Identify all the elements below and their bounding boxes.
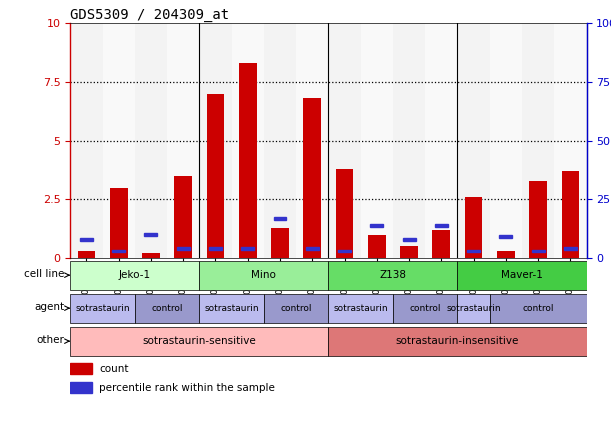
Bar (144, 233, 158, 236)
Bar (335, 169, 353, 258)
Bar (70, 363, 92, 374)
Bar (435, 224, 448, 227)
Bar (112, 250, 125, 253)
Text: percentile rank within the sample: percentile rank within the sample (100, 383, 275, 393)
Bar (458, 261, 587, 290)
Bar (207, 94, 224, 258)
Bar (271, 228, 289, 258)
Bar (329, 294, 393, 323)
Text: Jeko-1: Jeko-1 (119, 270, 151, 280)
Bar (142, 253, 160, 258)
Bar (490, 294, 587, 323)
Bar (135, 294, 199, 323)
Bar (70, 327, 329, 356)
Text: count: count (100, 364, 129, 374)
Bar (564, 247, 577, 250)
Bar (78, 251, 95, 258)
Bar (522, 23, 554, 258)
Bar (425, 23, 458, 258)
Text: other: other (37, 335, 65, 345)
Bar (80, 238, 93, 241)
Text: agent: agent (34, 302, 65, 312)
Bar (465, 197, 483, 258)
Bar (232, 23, 264, 258)
Bar (329, 327, 587, 356)
Text: Maver-1: Maver-1 (501, 270, 543, 280)
Bar (70, 294, 135, 323)
Text: sotrastaurin: sotrastaurin (334, 304, 388, 313)
Bar (370, 224, 383, 227)
Bar (497, 251, 514, 258)
Bar (239, 63, 257, 258)
Bar (532, 250, 544, 253)
Text: sotrastaurin: sotrastaurin (75, 304, 130, 313)
Bar (274, 217, 287, 220)
Bar (562, 171, 579, 258)
Bar (177, 247, 189, 250)
Bar (167, 23, 199, 258)
Bar (329, 261, 458, 290)
Text: Z138: Z138 (379, 270, 406, 280)
Text: control: control (522, 304, 554, 313)
Text: sotrastaurin-sensitive: sotrastaurin-sensitive (142, 336, 256, 346)
Text: control: control (152, 304, 183, 313)
Text: cell line: cell line (24, 269, 65, 279)
Bar (70, 261, 199, 290)
Bar (433, 230, 450, 258)
Text: sotrastaurin: sotrastaurin (446, 304, 501, 313)
Bar (103, 23, 135, 258)
Bar (338, 250, 351, 253)
Bar (499, 236, 513, 238)
Bar (199, 294, 264, 323)
Text: control: control (409, 304, 441, 313)
Bar (110, 188, 128, 258)
Bar (490, 23, 522, 258)
Bar (458, 294, 490, 323)
Bar (241, 247, 254, 250)
Bar (296, 23, 329, 258)
Bar (70, 23, 103, 258)
Bar (393, 23, 425, 258)
Bar (209, 247, 222, 250)
Text: sotrastaurin-insensitive: sotrastaurin-insensitive (396, 336, 519, 346)
Bar (529, 181, 547, 258)
Bar (458, 23, 490, 258)
Bar (264, 23, 296, 258)
Text: GDS5309 / 204309_at: GDS5309 / 204309_at (70, 8, 229, 22)
Bar (329, 23, 360, 258)
Bar (199, 23, 232, 258)
Bar (467, 250, 480, 253)
Bar (393, 294, 458, 323)
Bar (174, 176, 192, 258)
Bar (306, 247, 319, 250)
Bar (304, 99, 321, 258)
Text: control: control (280, 304, 312, 313)
Bar (135, 23, 167, 258)
Bar (199, 261, 329, 290)
Bar (403, 238, 415, 241)
Bar (400, 246, 418, 258)
Bar (70, 382, 92, 393)
Bar (360, 23, 393, 258)
Bar (368, 234, 386, 258)
Text: sotrastaurin: sotrastaurin (204, 304, 259, 313)
Text: Mino: Mino (252, 270, 276, 280)
Bar (554, 23, 587, 258)
Bar (264, 294, 329, 323)
